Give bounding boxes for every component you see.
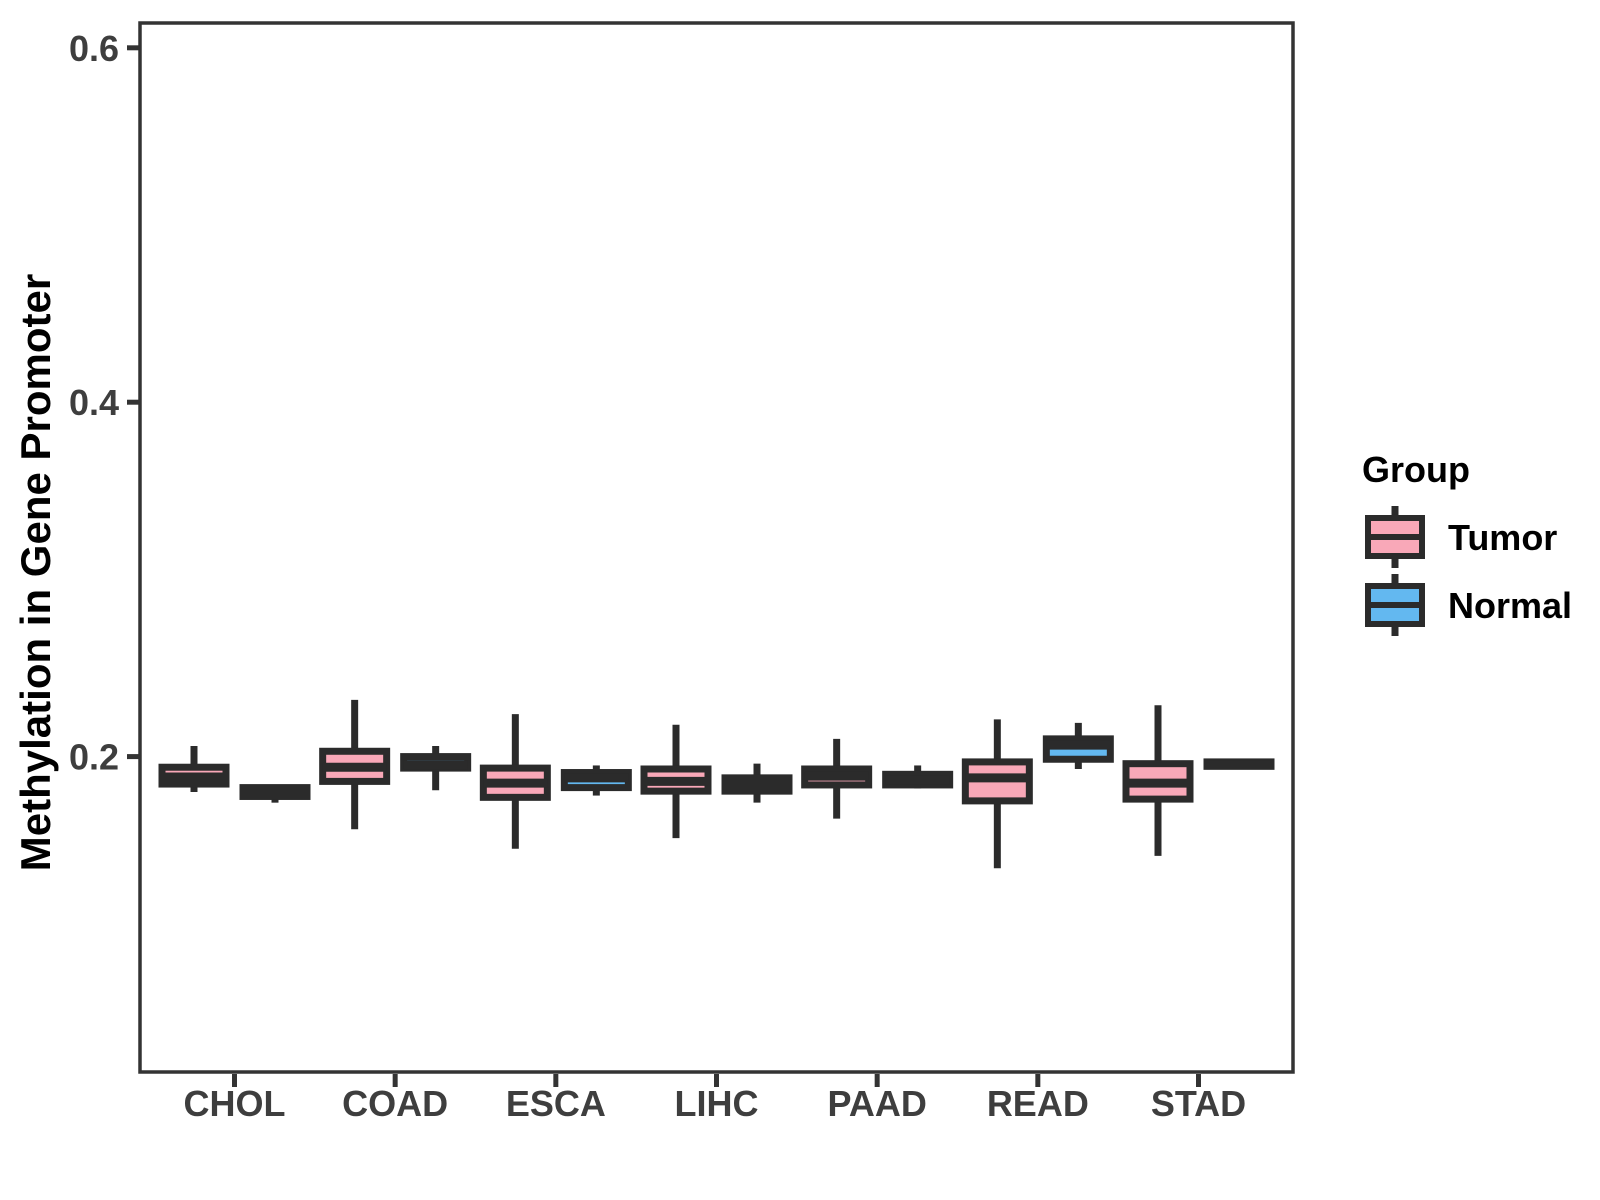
boxplot-read-normal bbox=[1042, 722, 1114, 769]
boxplot-chol-normal bbox=[239, 784, 311, 803]
boxplot-esca-normal bbox=[560, 765, 632, 796]
boxplot-read-tumor bbox=[961, 719, 1033, 869]
legend-item-tumor: Tumor bbox=[1365, 506, 1557, 568]
x-tick-label-esca: ESCA bbox=[506, 1083, 606, 1124]
boxplot-stad-normal bbox=[1203, 758, 1275, 770]
y-tick-label: 0.6 bbox=[69, 28, 119, 69]
x-tick-label-chol: CHOL bbox=[184, 1083, 286, 1124]
boxplot-paad-normal bbox=[882, 765, 954, 789]
boxplot-series bbox=[158, 699, 1275, 869]
y-tick-label: 0.4 bbox=[69, 382, 119, 423]
plot-panel-border bbox=[138, 21, 1295, 1074]
legend-label-normal: Normal bbox=[1448, 585, 1572, 626]
boxplot-lihc-tumor bbox=[640, 724, 712, 839]
x-tick-label-read: READ bbox=[987, 1083, 1089, 1124]
x-tick-label-stad: STAD bbox=[1151, 1083, 1246, 1124]
boxplot-esca-tumor bbox=[479, 714, 551, 849]
boxplot-chol-tumor bbox=[158, 745, 230, 793]
legend: Group Tumor Normal bbox=[1362, 449, 1572, 636]
y-axis: 0.2 0.4 0.6 bbox=[69, 28, 140, 778]
x-tick-label-lihc: LIHC bbox=[675, 1083, 759, 1124]
x-tick-label-paad: PAAD bbox=[827, 1083, 926, 1124]
legend-item-normal: Normal bbox=[1365, 574, 1572, 636]
boxplot-coad-normal bbox=[400, 745, 472, 791]
legend-title: Group bbox=[1362, 449, 1470, 490]
x-tick-label-coad: COAD bbox=[342, 1083, 448, 1124]
boxplot-coad-tumor bbox=[319, 699, 391, 830]
y-axis-title: Methylation in Gene Promoter bbox=[12, 274, 59, 871]
y-tick-label: 0.2 bbox=[69, 737, 119, 778]
boxplot-paad-tumor bbox=[801, 738, 873, 819]
boxplot-stad-tumor bbox=[1122, 705, 1194, 856]
x-axis: CHOL COAD ESCA LIHC PAAD READ STAD bbox=[184, 1074, 1246, 1124]
boxplot-lihc-normal bbox=[721, 763, 793, 803]
legend-label-tumor: Tumor bbox=[1448, 517, 1557, 558]
